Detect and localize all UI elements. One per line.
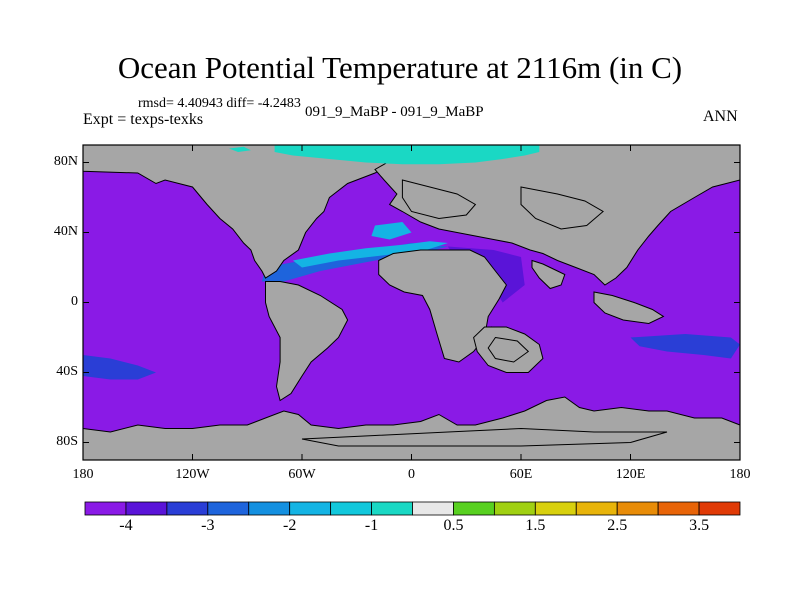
map-field (82, 144, 741, 461)
longitude-label: 180 (72, 467, 94, 482)
latitude-label: 40S (56, 363, 78, 379)
arctic-patch (229, 146, 251, 152)
experiment-label: Expt = texps-texks (83, 111, 204, 128)
colorbar-box (207, 501, 250, 516)
colorbar-box (493, 501, 536, 516)
eurasia-landmass (374, 144, 741, 286)
southeast-asia-landmass (593, 291, 665, 325)
colorbar-label: 2.5 (607, 517, 628, 534)
south-pacific-band (83, 355, 156, 380)
latitude-label: 40N (53, 223, 78, 239)
colorbar-box (453, 501, 495, 516)
colorbar-box (698, 501, 741, 516)
longitude-label: 120E (615, 467, 646, 482)
season-label: ANN (703, 108, 738, 125)
latitude-label: 80S (56, 433, 78, 449)
colorbar-box (575, 501, 618, 516)
colorbar-box (616, 501, 659, 516)
colorbar-box (125, 501, 168, 516)
colorbar-label: -2 (283, 517, 297, 534)
latitude-label: 80N (53, 153, 78, 169)
australia-inner-coast (487, 336, 530, 363)
asia-inner-coast (520, 186, 604, 230)
runs-label: 091_9_MaBP - 091_9_MaBP (305, 104, 484, 120)
south-america-landmass (265, 281, 349, 402)
indo-pacific-band (630, 334, 740, 359)
map-ticks (82, 145, 741, 460)
colorbar-box (657, 501, 700, 516)
longitude-label: 0 (408, 467, 415, 482)
colorbar-label: 3.5 (689, 517, 710, 534)
rmsd-diff-stats: rmsd= 4.40943 diff= -4.2483 (138, 96, 301, 111)
colorbar-label: -4 (119, 517, 133, 534)
longitude-label: 120W (175, 467, 210, 482)
north-atlantic-anomaly (371, 222, 412, 240)
colorbar-box (84, 501, 127, 516)
longitude-label: 180 (729, 467, 751, 482)
antarctica-inner-coast (301, 427, 668, 447)
australia-landmass (473, 326, 544, 373)
colorbar-box (166, 501, 209, 516)
colorbar-box (534, 501, 577, 516)
longitude-label: 60W (288, 467, 316, 482)
longitude-label: 60E (509, 467, 533, 482)
colorbar-box (330, 501, 372, 516)
colorbar-boxes (84, 501, 741, 516)
tethys-anomaly (292, 241, 448, 268)
colorbar-label: -1 (364, 517, 379, 534)
latitude-label: 0 (71, 293, 78, 309)
page-title: Ocean Potential Temperature at 2116m (in… (117, 50, 683, 85)
india-landmass (531, 259, 566, 290)
arctic-anomaly (274, 145, 540, 165)
colorbar-label: -3 (201, 517, 215, 534)
eurasia-inner-coast (401, 179, 477, 220)
colorbar-box (289, 501, 332, 516)
north-america-landmass (82, 144, 404, 279)
colorbar-box (248, 501, 291, 516)
colorbar-label: 0.5 (443, 517, 464, 534)
colorbar-box (371, 501, 413, 516)
colorbar-label: 1.5 (525, 517, 546, 534)
colorbar-box (412, 501, 454, 516)
